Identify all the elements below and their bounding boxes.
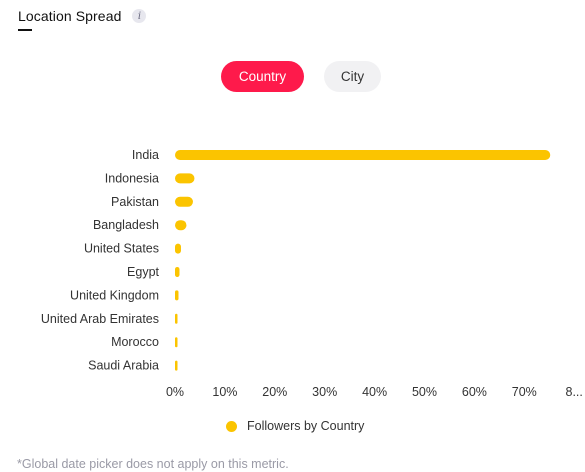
bar-united-states[interactable] — [175, 243, 181, 254]
x-tick-label: 30% — [312, 385, 337, 399]
x-tick-label: 20% — [262, 385, 287, 399]
section-title: Location Spread — [18, 8, 122, 24]
x-tick-label: 50% — [412, 385, 437, 399]
info-icon[interactable]: i — [132, 9, 147, 23]
country-toggle-button[interactable]: Country — [221, 61, 304, 92]
legend-dot-icon — [226, 420, 237, 432]
title-underline — [18, 29, 32, 31]
x-tick-label: 0% — [166, 385, 184, 399]
bar-egypt[interactable] — [175, 267, 180, 277]
bar-pakistan[interactable] — [175, 196, 193, 207]
bar-united-kingdom[interactable] — [175, 290, 179, 301]
footnote: *Global date picker does not apply on th… — [17, 457, 289, 471]
x-tick-label: 60% — [462, 385, 487, 399]
x-tick-label: 10% — [212, 385, 237, 399]
category-label: India — [132, 148, 159, 162]
category-label: Saudi Arabia — [88, 359, 159, 373]
bar-saudi-arabia[interactable] — [175, 360, 178, 371]
city-toggle-button[interactable]: City — [324, 61, 381, 92]
x-tick-label: 8... — [566, 385, 583, 399]
location-bar-chart: India Indonesia Pakistan Bangladesh United S… — [41, 148, 583, 399]
legend-label: Followers by Country — [247, 419, 365, 433]
bar-bangladesh[interactable] — [175, 220, 187, 231]
category-label: Bangladesh — [93, 218, 159, 232]
category-label: United States — [84, 242, 159, 256]
category-label: United Arab Emirates — [41, 312, 159, 326]
category-label: Indonesia — [105, 171, 159, 185]
bar-indonesia[interactable] — [175, 173, 195, 184]
category-label: Morocco — [111, 335, 159, 349]
header: Location Spread i — [18, 8, 147, 24]
x-tick-label: 40% — [362, 385, 387, 399]
x-tick-label: 70% — [512, 385, 537, 399]
category-label: United Kingdom — [70, 288, 159, 302]
category-label: Pakistan — [111, 195, 159, 209]
category-label: Egypt — [127, 265, 159, 279]
bar-india[interactable] — [175, 150, 551, 160]
chart-legend[interactable]: Followers by Country — [226, 419, 364, 433]
bar-united-arab-emirates[interactable] — [175, 313, 178, 324]
bar-morocco[interactable] — [175, 337, 178, 348]
